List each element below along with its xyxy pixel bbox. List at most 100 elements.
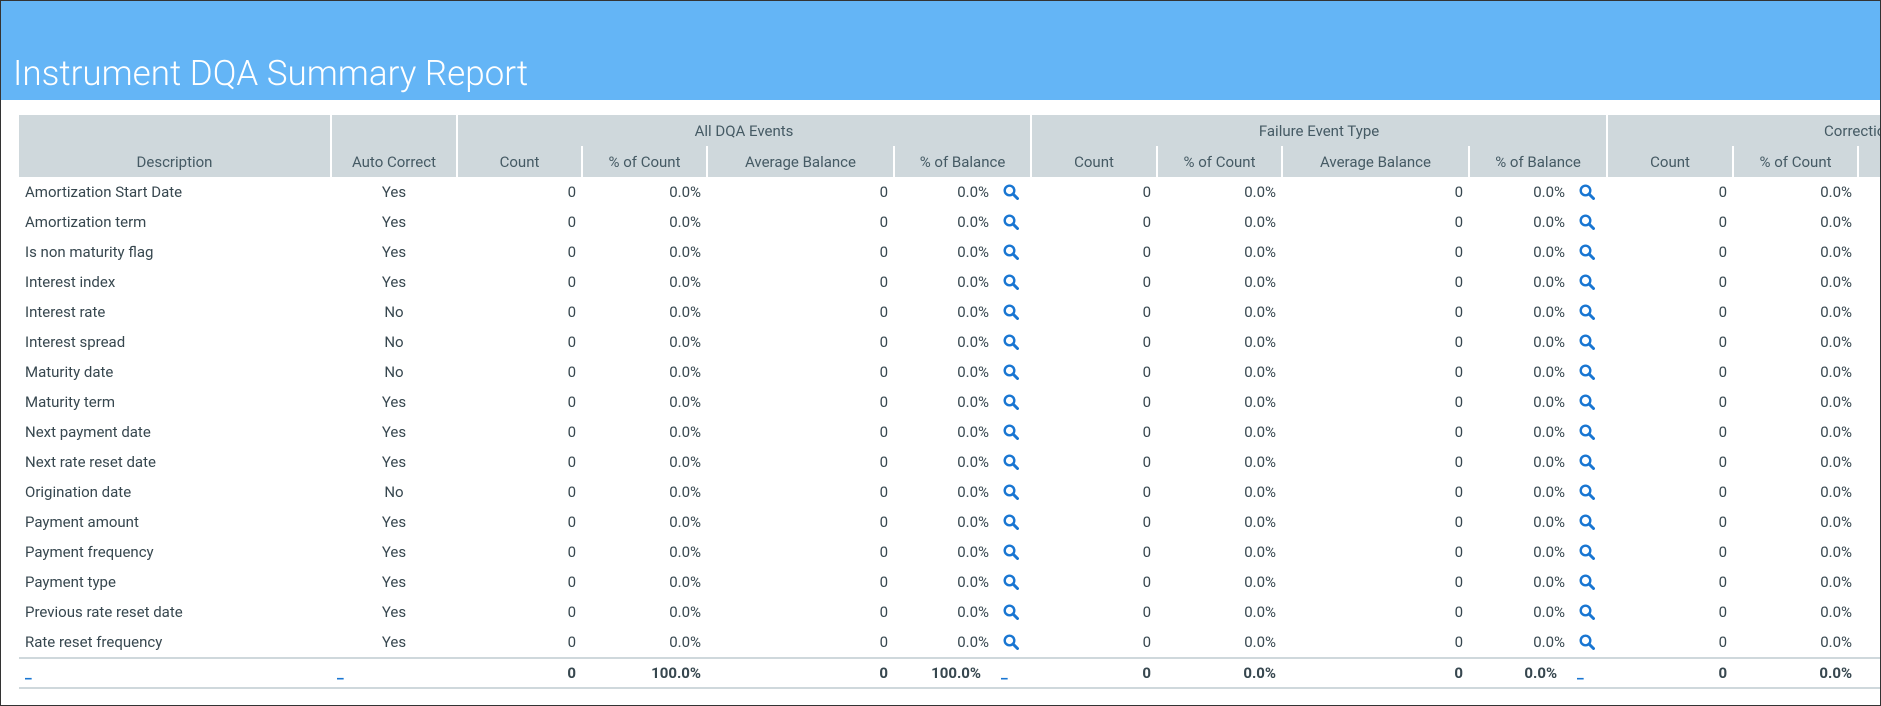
totals-row: _ _ 0 100.0% 0 100.0% _ 0 0.0% 0 0.0% _ 0 0.0% [19,657,1880,689]
search-icon[interactable] [1003,334,1019,350]
total-value: 0 [1142,664,1151,682]
table-cell: 0 [1718,513,1728,531]
column-header: Average Balance [706,146,894,177]
table-cell [1858,507,1880,537]
search-icon[interactable] [1003,424,1019,440]
search-icon[interactable] [1579,544,1596,560]
table-cell: 0.0% [669,423,701,441]
total-link[interactable]: _ [337,664,344,682]
table-cell: 0.0% [1244,393,1276,411]
table-cell: 0.0% [669,603,701,621]
table-cell: 0.0% [669,453,701,471]
search-icon[interactable] [1003,394,1019,410]
search-icon[interactable] [1579,394,1596,410]
table-cell: 0.0% [894,537,1031,567]
table-cell: 0.0% [894,237,1031,267]
search-icon[interactable] [1003,214,1019,230]
search-icon[interactable] [1579,304,1596,320]
search-icon[interactable] [1003,364,1019,380]
search-icon[interactable] [1579,214,1596,230]
table-cell: 0.0% [1469,537,1607,567]
search-icon[interactable] [1579,454,1596,470]
table-cell: 0 [879,453,888,471]
search-icon[interactable] [1003,244,1019,260]
total-cell: 100.0% _ [894,657,1031,689]
table-cell: 0.0% [1469,387,1607,417]
search-icon[interactable] [1579,634,1596,650]
search-icon[interactable] [1579,514,1596,530]
table-cell: 0 [1142,513,1151,531]
search-icon[interactable] [1003,514,1019,530]
table-row: Interest spread No 0 0.0% 0 0.0% 0 0.0% 0 0.0% 0 0.… [19,327,1880,357]
group-header: All DQA Events [456,115,1031,146]
search-icon[interactable] [1003,274,1019,290]
table-cell: 0 [567,453,576,471]
search-icon[interactable] [1579,604,1596,620]
table-body: Amortization Start Date Yes 0 0.0% 0 0.0% 0 0.0… [19,177,1880,689]
search-icon[interactable] [1003,544,1019,560]
table-row: Maturity date No 0 0.0% 0 0.0% 0 0.0% 0 0.0% 0 0.0% [19,357,1880,387]
table-cell: No [384,363,404,381]
table-cell: 0 [1142,213,1151,231]
table-cell: 0 [1718,423,1728,441]
table-cell: 0 [567,333,576,351]
total-link[interactable]: _ [1001,664,1008,682]
search-icon[interactable] [1003,304,1019,320]
table-cell: 0 [879,303,888,321]
table-row: Next payment date Yes 0 0.0% 0 0.0% 0 0.0% 0 0.0%… [19,417,1880,447]
table-row: Interest index Yes 0 0.0% 0 0.0% 0 0.0% 0 0.0% 0 0.… [19,267,1880,297]
table-cell: 0 [1718,333,1728,351]
table-cell: 0.0% [1469,597,1607,627]
table-cell: 0 [1718,543,1728,561]
search-icon[interactable] [1579,424,1596,440]
table-cell: 0 [1454,513,1463,531]
table-row: Payment frequency Yes 0 0.0% 0 0.0% 0 0.0% 0 0.0%… [19,537,1880,567]
table-cell: 0 [1142,243,1151,261]
table-cell: 0.0% [894,357,1031,387]
search-icon[interactable] [1003,184,1019,200]
total-link[interactable]: _ [1577,664,1584,682]
table-cell: 0 [1454,183,1463,201]
table-cell: 0 [1142,183,1151,201]
table-cell: 0 [1718,273,1728,291]
table-cell: 0 [1142,393,1151,411]
table-cell: 0 [1454,573,1463,591]
summary-table: Description Auto Correct All DQA Events Fai… [19,115,1880,689]
table-cell: 0 [1718,573,1728,591]
total-link[interactable]: _ [25,664,32,682]
table-cell: 0 [567,483,576,501]
table-cell: 0.0% [1820,453,1853,471]
search-icon[interactable] [1003,484,1019,500]
search-icon[interactable] [1003,634,1019,650]
table-cell: 0.0% [894,597,1031,627]
table-cell: 0 [1454,213,1463,231]
total-value: 100.0% [931,664,981,682]
search-icon[interactable] [1579,364,1596,380]
table-cell: 0.0% [1820,603,1853,621]
table-cell: 0 [1718,393,1728,411]
table-cell: 0.0% [894,207,1031,237]
table-cell: 0 [1142,543,1151,561]
search-icon[interactable] [1579,574,1596,590]
table-cell: 0.0% [1469,297,1607,327]
table-cell: 0.0% [894,327,1031,357]
table-cell: Yes [381,243,407,261]
table-cell: 0 [567,213,576,231]
group-header: Correctio [1606,115,1880,146]
search-icon[interactable] [1003,454,1019,470]
table-cell: 0.0% [1820,273,1853,291]
search-icon[interactable] [1579,244,1596,260]
table-cell: 0.0% [669,273,701,291]
search-icon[interactable] [1579,274,1596,290]
table-cell: 0 [879,543,888,561]
column-header: % of Balance [893,146,1031,177]
search-icon[interactable] [1003,574,1019,590]
search-icon[interactable] [1579,334,1596,350]
search-icon[interactable] [1579,184,1596,200]
table-cell: 0 [1454,303,1463,321]
search-icon[interactable] [1003,604,1019,620]
table-cell [1858,207,1880,237]
table-head: Description Auto Correct All DQA Events Fai… [19,115,1880,177]
table-row: Amortization term Yes 0 0.0% 0 0.0% 0 0.0% 0 0.0%… [19,207,1880,237]
search-icon[interactable] [1579,484,1596,500]
